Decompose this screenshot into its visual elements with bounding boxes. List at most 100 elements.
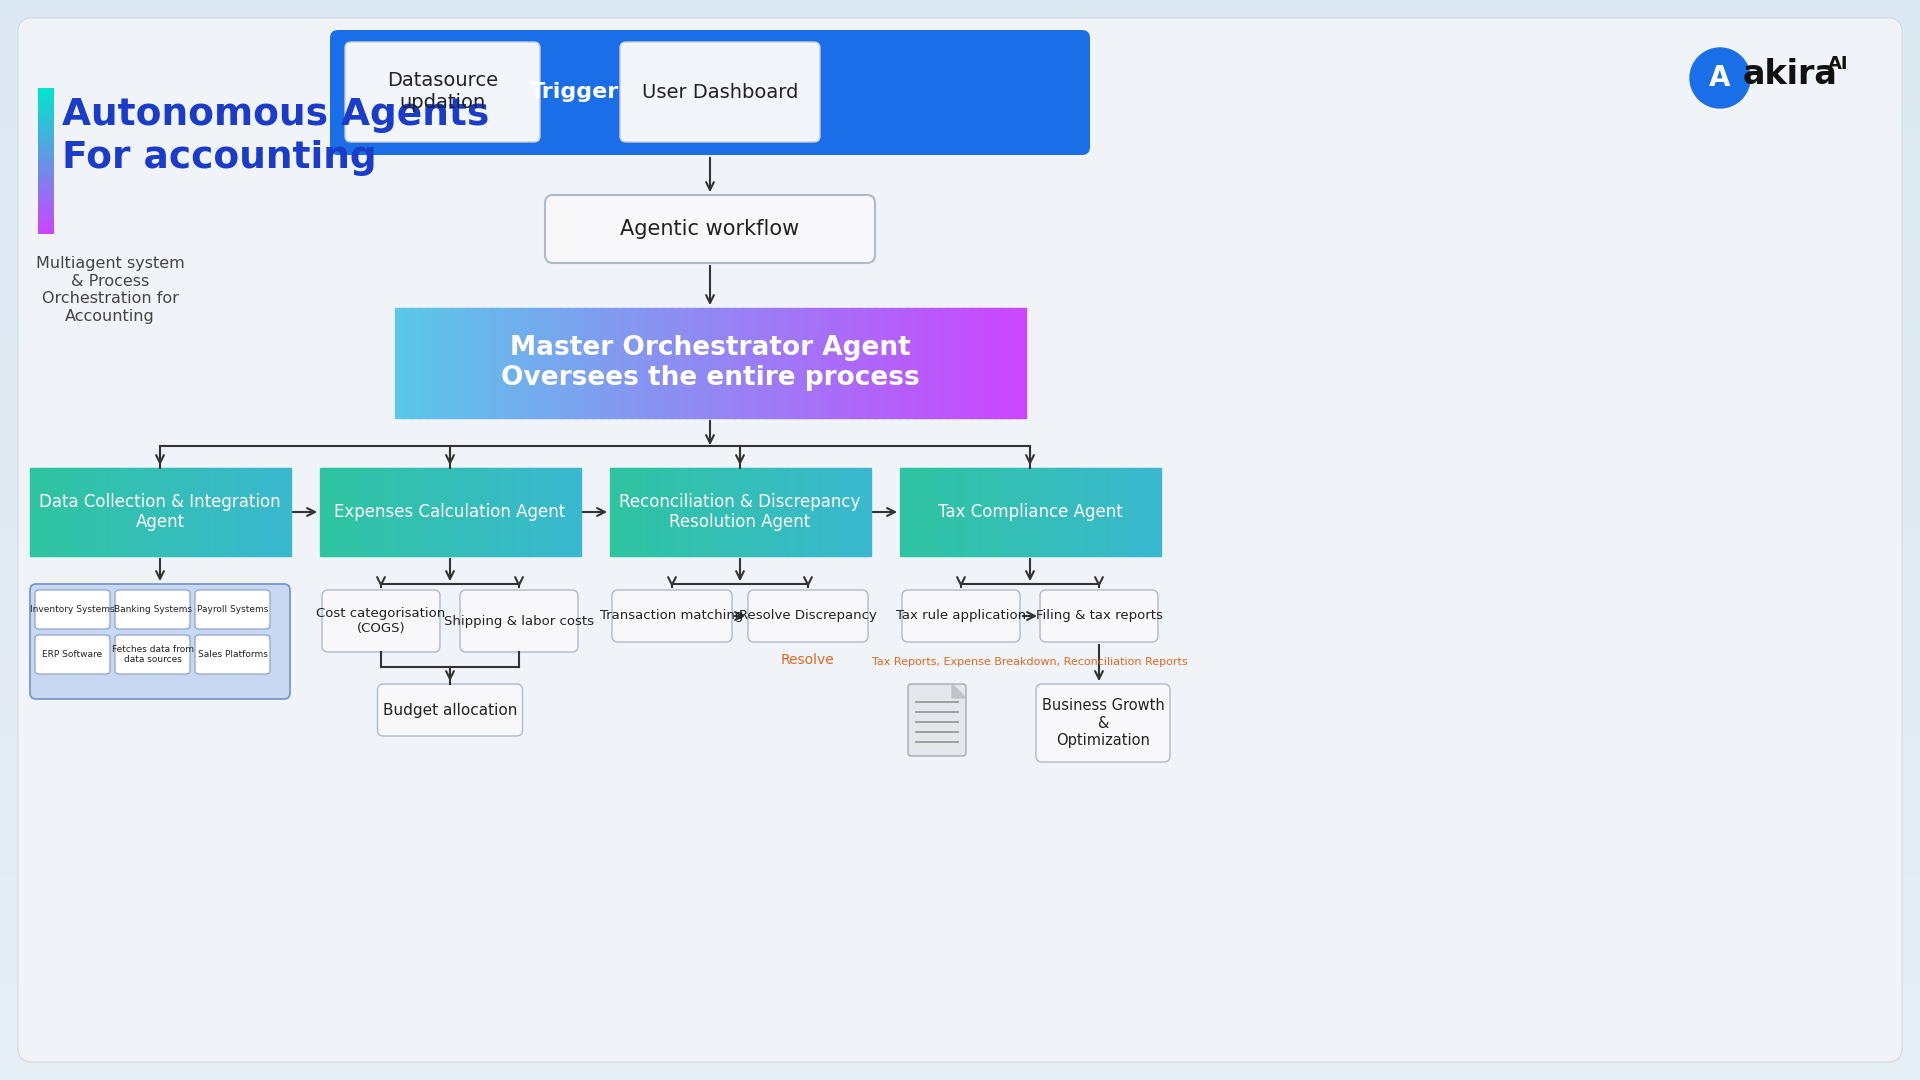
Bar	[0, 670, 1920, 681]
Bar	[962, 468, 966, 556]
Bar	[935, 468, 941, 556]
Bar	[920, 468, 924, 556]
Bar	[38, 151, 54, 154]
Bar	[0, 713, 1920, 725]
Bar	[616, 308, 624, 418]
Bar	[0, 1037, 1920, 1049]
Bar	[0, 929, 1920, 941]
Bar	[812, 468, 816, 556]
Bar	[38, 110, 54, 112]
Bar	[876, 308, 885, 418]
Bar	[835, 468, 839, 556]
Bar	[0, 32, 1920, 44]
Text: Trigger: Trigger	[530, 82, 620, 102]
Bar	[38, 193, 54, 195]
Bar	[557, 468, 561, 556]
Bar	[444, 468, 447, 556]
Bar	[38, 92, 54, 94]
Text: Transaction matching: Transaction matching	[601, 609, 743, 622]
Text: Tax rule application: Tax rule application	[897, 609, 1025, 622]
Bar	[707, 468, 712, 556]
Bar	[386, 468, 390, 556]
Text: Payroll Systems: Payroll Systems	[198, 605, 269, 615]
Bar	[528, 308, 538, 418]
Bar	[426, 308, 436, 418]
Bar	[520, 308, 530, 418]
Bar	[38, 103, 54, 106]
Bar	[0, 810, 1920, 822]
Bar	[0, 389, 1920, 401]
Bar	[626, 468, 630, 556]
Bar	[392, 468, 396, 556]
Bar	[1014, 468, 1018, 556]
Bar	[939, 468, 943, 556]
Text: Sales Platforms: Sales Platforms	[198, 650, 267, 659]
Bar	[38, 145, 54, 147]
Bar	[38, 150, 54, 152]
Bar	[1043, 468, 1046, 556]
Bar	[447, 468, 451, 556]
Bar	[0, 497, 1920, 509]
Bar	[417, 468, 422, 556]
Bar	[430, 468, 434, 556]
Bar	[0, 421, 1920, 433]
Bar	[0, 270, 1920, 282]
Bar	[38, 159, 54, 162]
Bar	[336, 468, 340, 556]
Bar	[710, 308, 718, 418]
Bar	[730, 468, 735, 556]
Bar	[0, 454, 1920, 465]
Bar	[38, 113, 54, 117]
Bar	[340, 468, 344, 556]
Bar	[1144, 468, 1148, 556]
Bar	[0, 324, 1920, 336]
Bar	[0, 626, 1920, 638]
FancyBboxPatch shape	[545, 195, 876, 264]
Bar	[0, 821, 1920, 833]
Bar	[906, 468, 910, 556]
Bar	[760, 468, 764, 556]
Bar	[662, 308, 672, 418]
Bar	[0, 22, 1920, 33]
Bar	[1098, 468, 1102, 556]
Bar	[968, 468, 973, 556]
Text: Agentic workflow: Agentic workflow	[620, 219, 799, 239]
Bar	[492, 468, 497, 556]
Bar	[0, 292, 1920, 303]
FancyBboxPatch shape	[17, 18, 1903, 1062]
FancyBboxPatch shape	[115, 635, 190, 674]
Bar	[38, 170, 54, 173]
Bar	[678, 308, 687, 418]
Bar	[756, 308, 766, 418]
Bar	[820, 308, 829, 418]
Bar	[228, 468, 232, 556]
Bar	[0, 443, 1920, 455]
Bar	[749, 308, 758, 418]
Bar	[860, 308, 868, 418]
Bar	[555, 468, 559, 556]
Bar	[196, 468, 200, 556]
Bar	[718, 468, 722, 556]
Bar	[79, 468, 83, 556]
Bar	[1089, 468, 1092, 556]
Bar	[981, 468, 985, 556]
Bar	[1000, 468, 1004, 556]
Bar	[622, 468, 628, 556]
Bar	[38, 173, 54, 176]
Bar	[131, 468, 134, 556]
Bar	[182, 468, 186, 556]
Bar	[655, 468, 660, 556]
FancyBboxPatch shape	[115, 590, 190, 629]
Bar	[284, 468, 288, 556]
Bar	[38, 97, 54, 99]
Bar	[710, 468, 714, 556]
Bar	[0, 248, 1920, 260]
Bar	[0, 184, 1920, 195]
Text: Fetches data from
data sources: Fetches data from data sources	[111, 645, 194, 664]
Bar	[127, 468, 132, 556]
Bar	[685, 308, 695, 418]
Bar	[38, 130, 54, 133]
Bar	[38, 100, 54, 104]
Bar	[925, 468, 931, 556]
Bar	[841, 468, 845, 556]
